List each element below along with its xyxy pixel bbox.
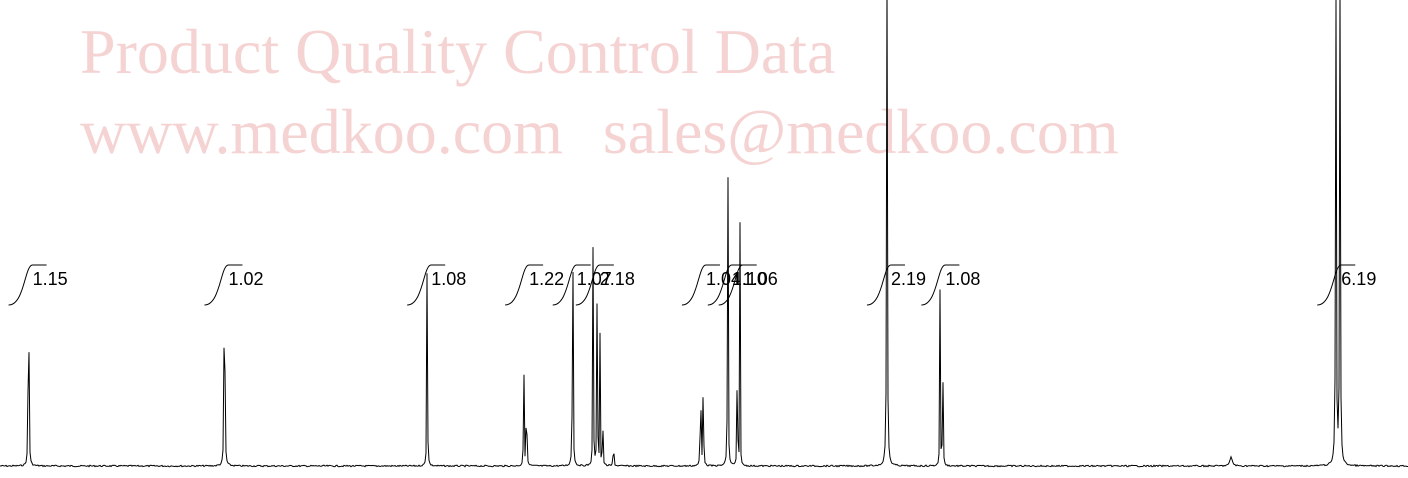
integral-curve [505, 264, 544, 306]
integral-curve [204, 264, 243, 306]
integral-label: 1.08 [945, 269, 980, 289]
integral-label: 6.19 [1341, 269, 1376, 289]
integral-curve [575, 264, 614, 306]
integral-curve [681, 264, 720, 306]
integral-curve [407, 264, 446, 306]
integral-label: 1.07 [577, 269, 612, 289]
integral-curve [552, 264, 591, 306]
integral-curve [8, 264, 47, 306]
watermark-title: Product Quality Control Data [80, 16, 836, 87]
watermark-contact: www.medkoo.com sales@medkoo.com [80, 96, 1119, 167]
integral-label: 1.08 [431, 269, 466, 289]
integral-label: 1.10 [732, 269, 767, 289]
integral-curve [707, 264, 746, 306]
integral-curve [718, 264, 757, 306]
integral-label: 1.15 [33, 269, 68, 289]
integral-label: 2.18 [600, 269, 635, 289]
integral-label: 1.02 [229, 269, 264, 289]
integral-curve [866, 264, 905, 306]
integral-curve [1317, 264, 1356, 306]
integral-label: 2.19 [891, 269, 926, 289]
integral-curve [921, 264, 960, 306]
integral-label: 1.04 [706, 269, 741, 289]
spectrum-trace [0, 0, 1408, 468]
integral-label: 1.06 [743, 269, 778, 289]
integral-label: 1.22 [529, 269, 564, 289]
integral-group: 1.15 1.02 1.08 1.22 1.072.18 1.041.101.06 2.19… [8, 264, 1376, 306]
